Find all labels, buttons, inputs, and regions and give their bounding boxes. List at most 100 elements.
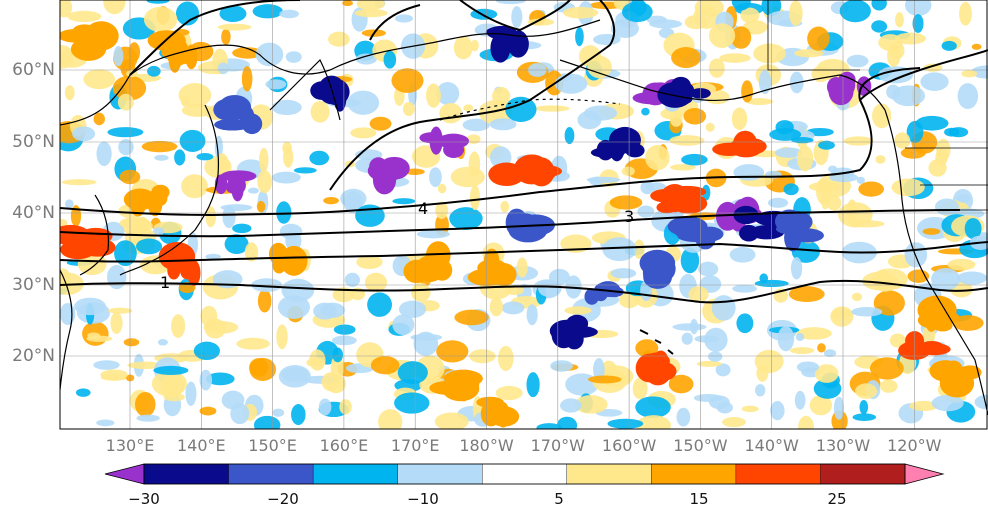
anomaly-patch	[666, 93, 693, 105]
lon-label: 130°E	[105, 436, 155, 455]
anomaly-patch	[453, 35, 473, 60]
anomaly-patch	[716, 401, 733, 414]
anomaly-patch	[676, 407, 691, 427]
anomaly-patch	[219, 5, 247, 23]
anomaly-patch	[96, 141, 112, 167]
anomaly-patch	[309, 150, 330, 166]
anomaly-patch	[536, 423, 562, 429]
anomaly-patch	[767, 197, 789, 208]
anomaly-patch	[402, 102, 415, 117]
anomaly-patch	[364, 272, 388, 293]
colorbar-tick-label: 15	[689, 490, 709, 508]
anomaly-patch	[935, 149, 948, 166]
anomaly-patch	[310, 100, 330, 123]
anomaly-patch	[740, 7, 760, 24]
anomaly-patch	[285, 51, 302, 63]
anomaly-patch	[813, 378, 842, 399]
anomaly-patch	[153, 227, 165, 236]
anomaly-patch	[809, 395, 832, 416]
contour-label-1: 1	[160, 273, 170, 292]
anomaly-patch	[398, 300, 427, 318]
anomaly-patch	[205, 206, 216, 228]
anomaly-patch	[392, 314, 415, 335]
anomaly-patch	[671, 47, 701, 69]
anomaly-patch	[526, 372, 540, 398]
anomaly-shading	[60, 0, 988, 429]
anomaly-patch	[318, 398, 332, 416]
anomaly-patch	[437, 133, 470, 149]
anomaly-patch	[426, 83, 441, 108]
anomaly-patch	[185, 381, 197, 406]
anomaly-patch	[855, 383, 878, 399]
anomaly-patch	[649, 361, 677, 381]
map-frame	[59, 0, 988, 430]
anomaly-patch	[681, 332, 693, 345]
anomaly-patch	[100, 369, 128, 380]
anomaly-patch	[698, 261, 719, 277]
anomaly-patch	[178, 83, 212, 108]
anomaly-patch	[895, 12, 904, 28]
contour-line	[859, 49, 988, 101]
anomaly-patch	[942, 360, 965, 390]
anomaly-patch	[141, 140, 178, 153]
anomaly-patch	[507, 30, 529, 58]
anomaly-patch	[60, 0, 73, 18]
anomaly-patch	[391, 68, 424, 93]
anomaly-patch	[830, 306, 854, 327]
anomaly-patch	[891, 178, 925, 197]
anomaly-patch	[560, 398, 582, 413]
anomaly-patch	[755, 384, 766, 397]
contour-labels: 4 3 1	[160, 199, 634, 292]
anomaly-patch	[789, 0, 803, 26]
anomaly-patch	[419, 132, 442, 144]
anomaly-patch	[83, 69, 116, 90]
anomaly-patch	[205, 372, 235, 386]
anomaly-patch	[441, 375, 480, 402]
anomaly-patch	[293, 167, 317, 174]
china-coast	[60, 269, 73, 391]
anomaly-patch	[872, 103, 892, 129]
anomaly-patch	[110, 312, 123, 334]
anomaly-patch	[265, 79, 287, 90]
anomaly-patch	[823, 349, 837, 358]
anomaly-patch	[310, 81, 333, 100]
anomaly-patch	[276, 324, 288, 350]
anomaly-patch	[344, 272, 360, 287]
anomaly-patch	[404, 168, 425, 175]
anomaly-patch	[249, 358, 269, 377]
anomaly-patch	[770, 401, 785, 421]
anomaly-patch	[587, 55, 612, 79]
anomaly-patch	[715, 363, 731, 377]
anomaly-patch	[646, 15, 667, 24]
anomaly-patch	[562, 6, 599, 19]
anomaly-patch	[621, 166, 635, 177]
anomaly-patch	[463, 104, 474, 112]
anomaly-patch	[123, 338, 140, 347]
anomaly-patch	[554, 73, 588, 94]
anomaly-patch	[645, 144, 670, 171]
anomaly-patch	[114, 240, 137, 267]
anomaly-patch	[60, 302, 76, 325]
anomaly-patch	[179, 129, 206, 153]
anomaly-patch	[833, 396, 844, 420]
lon-label: 130°W	[815, 436, 871, 455]
anomaly-patch	[669, 135, 705, 146]
anomaly-patch	[247, 187, 259, 194]
anomaly-patch	[729, 246, 756, 263]
anomaly-patch	[625, 143, 645, 158]
anomaly-patch	[909, 400, 939, 412]
anomaly-patch	[633, 239, 645, 260]
anomaly-patch	[283, 146, 294, 168]
anomaly-patch	[878, 34, 903, 51]
anomaly-patch	[153, 365, 189, 375]
lon-label: 170°W	[530, 436, 585, 455]
anomaly-patch	[204, 318, 226, 339]
anomaly-patch	[526, 304, 538, 326]
anomaly-patch	[78, 227, 113, 245]
anomaly-patch	[279, 9, 299, 19]
anomaly-patch	[214, 118, 251, 131]
anomaly-patch	[894, 132, 911, 149]
anomaly-patch	[922, 228, 941, 235]
anomaly-patch	[107, 307, 133, 314]
anomaly-patch	[683, 108, 707, 125]
